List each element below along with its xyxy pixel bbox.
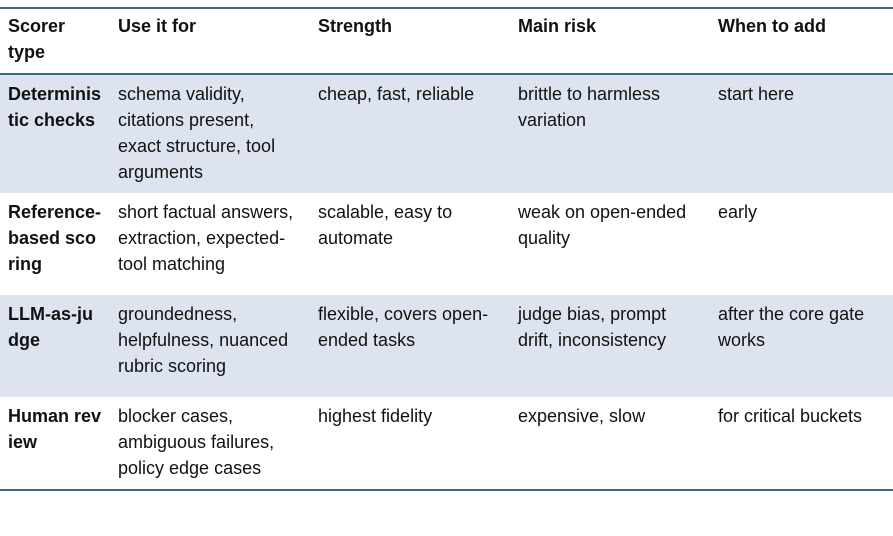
table-cell: brittle to harmless variation <box>510 74 710 193</box>
table-cell: groundedness, helpfulness, nuanced rubri… <box>110 295 310 397</box>
table-cell: schema validity, citations present, exac… <box>110 74 310 193</box>
row-label: Deterministic checks <box>0 74 110 193</box>
header-cell: Strength <box>310 8 510 75</box>
table-row: Reference-based scoring short factual ans… <box>0 193 893 295</box>
table-cell: after the core gate works <box>710 295 893 397</box>
scorer-table: Scorer type Use it for Strength Main risk Wh… <box>0 7 893 491</box>
row-label: LLM-as-judge <box>0 295 110 397</box>
header-cell: When to add <box>710 8 893 75</box>
table-row: LLM-as-judge groundedness, helpfulness, n… <box>0 295 893 397</box>
table-cell: weak on open-ended quality <box>518 202 687 248</box>
table-cell: cheap, fast, reliable <box>310 74 510 193</box>
header-cell: Scorer type <box>0 8 110 75</box>
table-cell: blocker cases, ambiguous failures, polic… <box>118 406 275 478</box>
row-label: Human review <box>8 406 102 452</box>
table-body: Deterministic checks schema validity, cit… <box>0 74 893 490</box>
row-label: Reference-based scoring <box>8 202 102 274</box>
table-cell: for critical buckets <box>718 406 863 426</box>
table-cell: expensive, slow <box>518 406 646 426</box>
header-row: Scorer type Use it for Strength Main risk Wh… <box>0 8 893 75</box>
header-cell: Main risk <box>510 8 710 75</box>
table-cell: short factual answers, extraction, expec… <box>118 202 294 274</box>
table-row: Human review blocker cases, ambiguous fai… <box>0 397 893 490</box>
table-cell: highest fidelity <box>318 406 433 426</box>
header-cell: Use it for <box>110 8 310 75</box>
table-cell: scalable, easy to automate <box>318 202 453 248</box>
table-cell: judge bias, prompt drift, inconsistency <box>510 295 710 397</box>
table-cell: early <box>718 202 758 222</box>
table-row: Deterministic checks schema validity, cit… <box>0 74 893 193</box>
table-cell: flexible, covers open-ended tasks <box>310 295 510 397</box>
table-cell: start here <box>710 74 893 193</box>
